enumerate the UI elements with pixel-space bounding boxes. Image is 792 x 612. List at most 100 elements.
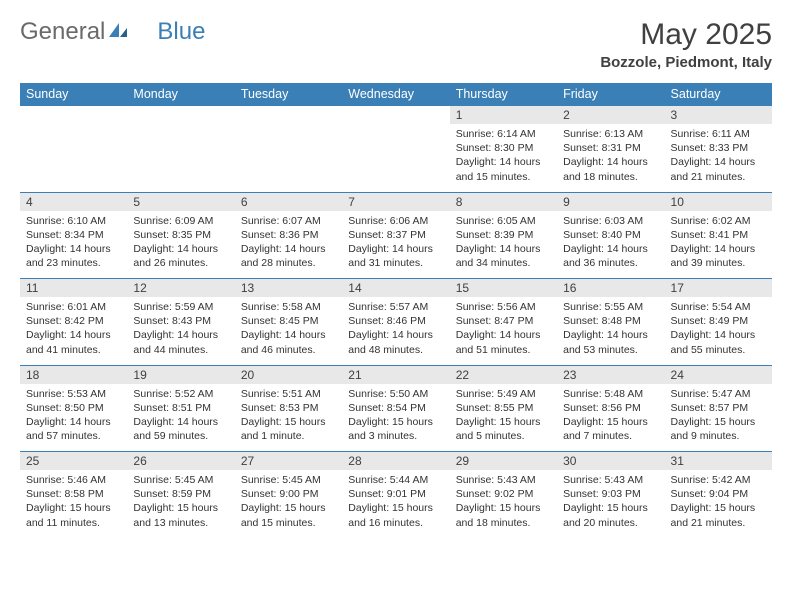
daylight-line: Daylight: 15 hours and 15 minutes. bbox=[241, 501, 336, 529]
daylight-line: Daylight: 15 hours and 21 minutes. bbox=[671, 501, 766, 529]
day-number: 6 bbox=[235, 192, 342, 211]
sunset-line: Sunset: 8:45 PM bbox=[241, 314, 336, 328]
sunset-line: Sunset: 8:55 PM bbox=[456, 401, 551, 415]
day-data-row: Sunrise: 6:10 AMSunset: 8:34 PMDaylight:… bbox=[20, 211, 772, 279]
day-header: Friday bbox=[557, 83, 664, 106]
day-cell: Sunrise: 5:57 AMSunset: 8:46 PMDaylight:… bbox=[342, 297, 449, 365]
day-cell: Sunrise: 5:44 AMSunset: 9:01 PMDaylight:… bbox=[342, 470, 449, 538]
day-number-row: 45678910 bbox=[20, 192, 772, 211]
day-number: 20 bbox=[235, 365, 342, 384]
sunset-line: Sunset: 8:51 PM bbox=[133, 401, 228, 415]
day-number: 12 bbox=[127, 279, 234, 298]
sunrise-line: Sunrise: 5:51 AM bbox=[241, 387, 336, 401]
day-number: 1 bbox=[450, 106, 557, 125]
day-cell: Sunrise: 5:45 AMSunset: 9:00 PMDaylight:… bbox=[235, 470, 342, 538]
day-header: Monday bbox=[127, 83, 234, 106]
day-data-row: Sunrise: 6:01 AMSunset: 8:42 PMDaylight:… bbox=[20, 297, 772, 365]
title-block: May 2025 Bozzole, Piedmont, Italy bbox=[600, 18, 772, 71]
daylight-line: Daylight: 14 hours and 46 minutes. bbox=[241, 328, 336, 356]
day-cell: Sunrise: 5:46 AMSunset: 8:58 PMDaylight:… bbox=[20, 470, 127, 538]
day-number: 17 bbox=[665, 279, 772, 298]
sunset-line: Sunset: 8:33 PM bbox=[671, 141, 766, 155]
daylight-line: Daylight: 14 hours and 23 minutes. bbox=[26, 242, 121, 270]
sunset-line: Sunset: 8:56 PM bbox=[563, 401, 658, 415]
sunrise-line: Sunrise: 5:45 AM bbox=[133, 473, 228, 487]
day-header: Thursday bbox=[450, 83, 557, 106]
day-number: 13 bbox=[235, 279, 342, 298]
day-cell: Sunrise: 5:51 AMSunset: 8:53 PMDaylight:… bbox=[235, 384, 342, 452]
calendar-body: 123Sunrise: 6:14 AMSunset: 8:30 PMDaylig… bbox=[20, 106, 772, 539]
day-number: 28 bbox=[342, 452, 449, 471]
day-number: 11 bbox=[20, 279, 127, 298]
daylight-line: Daylight: 14 hours and 59 minutes. bbox=[133, 415, 228, 443]
sunrise-line: Sunrise: 5:46 AM bbox=[26, 473, 121, 487]
day-cell: Sunrise: 5:56 AMSunset: 8:47 PMDaylight:… bbox=[450, 297, 557, 365]
day-cell: Sunrise: 6:06 AMSunset: 8:37 PMDaylight:… bbox=[342, 211, 449, 279]
logo: General Blue bbox=[20, 18, 205, 46]
day-number: 2 bbox=[557, 106, 664, 125]
logo-sail-icon bbox=[107, 18, 129, 46]
sunrise-line: Sunrise: 5:48 AM bbox=[563, 387, 658, 401]
daylight-line: Daylight: 14 hours and 44 minutes. bbox=[133, 328, 228, 356]
daylight-line: Daylight: 14 hours and 57 minutes. bbox=[26, 415, 121, 443]
empty-cell bbox=[342, 124, 449, 192]
day-cell: Sunrise: 6:03 AMSunset: 8:40 PMDaylight:… bbox=[557, 211, 664, 279]
sunrise-line: Sunrise: 5:43 AM bbox=[456, 473, 551, 487]
sunset-line: Sunset: 9:04 PM bbox=[671, 487, 766, 501]
daylight-line: Daylight: 15 hours and 3 minutes. bbox=[348, 415, 443, 443]
empty-cell bbox=[127, 124, 234, 192]
sunset-line: Sunset: 8:37 PM bbox=[348, 228, 443, 242]
empty-cell bbox=[20, 106, 127, 125]
day-data-row: Sunrise: 5:46 AMSunset: 8:58 PMDaylight:… bbox=[20, 470, 772, 538]
day-cell: Sunrise: 6:13 AMSunset: 8:31 PMDaylight:… bbox=[557, 124, 664, 192]
sunset-line: Sunset: 8:54 PM bbox=[348, 401, 443, 415]
daylight-line: Daylight: 14 hours and 41 minutes. bbox=[26, 328, 121, 356]
day-number: 18 bbox=[20, 365, 127, 384]
sunset-line: Sunset: 8:50 PM bbox=[26, 401, 121, 415]
day-number: 26 bbox=[127, 452, 234, 471]
day-number: 29 bbox=[450, 452, 557, 471]
sunset-line: Sunset: 9:00 PM bbox=[241, 487, 336, 501]
daylight-line: Daylight: 14 hours and 26 minutes. bbox=[133, 242, 228, 270]
day-cell: Sunrise: 5:53 AMSunset: 8:50 PMDaylight:… bbox=[20, 384, 127, 452]
day-number: 14 bbox=[342, 279, 449, 298]
sunset-line: Sunset: 8:34 PM bbox=[26, 228, 121, 242]
sunset-line: Sunset: 8:35 PM bbox=[133, 228, 228, 242]
daylight-line: Daylight: 15 hours and 9 minutes. bbox=[671, 415, 766, 443]
sunset-line: Sunset: 9:01 PM bbox=[348, 487, 443, 501]
day-number: 7 bbox=[342, 192, 449, 211]
day-cell: Sunrise: 6:10 AMSunset: 8:34 PMDaylight:… bbox=[20, 211, 127, 279]
day-number: 5 bbox=[127, 192, 234, 211]
day-number: 21 bbox=[342, 365, 449, 384]
sunrise-line: Sunrise: 6:03 AM bbox=[563, 214, 658, 228]
sunrise-line: Sunrise: 5:54 AM bbox=[671, 300, 766, 314]
daylight-line: Daylight: 15 hours and 11 minutes. bbox=[26, 501, 121, 529]
day-data-row: Sunrise: 6:14 AMSunset: 8:30 PMDaylight:… bbox=[20, 124, 772, 192]
sunrise-line: Sunrise: 5:57 AM bbox=[348, 300, 443, 314]
day-number-row: 25262728293031 bbox=[20, 452, 772, 471]
day-cell: Sunrise: 5:43 AMSunset: 9:03 PMDaylight:… bbox=[557, 470, 664, 538]
day-cell: Sunrise: 6:09 AMSunset: 8:35 PMDaylight:… bbox=[127, 211, 234, 279]
empty-cell bbox=[342, 106, 449, 125]
header: General Blue May 2025 Bozzole, Piedmont,… bbox=[20, 18, 772, 71]
sunrise-line: Sunrise: 5:42 AM bbox=[671, 473, 766, 487]
sunrise-line: Sunrise: 5:47 AM bbox=[671, 387, 766, 401]
day-cell: Sunrise: 6:11 AMSunset: 8:33 PMDaylight:… bbox=[665, 124, 772, 192]
sunset-line: Sunset: 8:53 PM bbox=[241, 401, 336, 415]
daylight-line: Daylight: 14 hours and 36 minutes. bbox=[563, 242, 658, 270]
day-cell: Sunrise: 6:02 AMSunset: 8:41 PMDaylight:… bbox=[665, 211, 772, 279]
sunrise-line: Sunrise: 5:56 AM bbox=[456, 300, 551, 314]
sunrise-line: Sunrise: 5:58 AM bbox=[241, 300, 336, 314]
daylight-line: Daylight: 15 hours and 7 minutes. bbox=[563, 415, 658, 443]
day-number: 30 bbox=[557, 452, 664, 471]
sunrise-line: Sunrise: 6:01 AM bbox=[26, 300, 121, 314]
day-number: 19 bbox=[127, 365, 234, 384]
daylight-line: Daylight: 14 hours and 31 minutes. bbox=[348, 242, 443, 270]
sunset-line: Sunset: 8:47 PM bbox=[456, 314, 551, 328]
day-number-row: 18192021222324 bbox=[20, 365, 772, 384]
day-number: 9 bbox=[557, 192, 664, 211]
month-title: May 2025 bbox=[600, 18, 772, 52]
daylight-line: Daylight: 15 hours and 16 minutes. bbox=[348, 501, 443, 529]
location: Bozzole, Piedmont, Italy bbox=[600, 54, 772, 71]
day-number: 16 bbox=[557, 279, 664, 298]
